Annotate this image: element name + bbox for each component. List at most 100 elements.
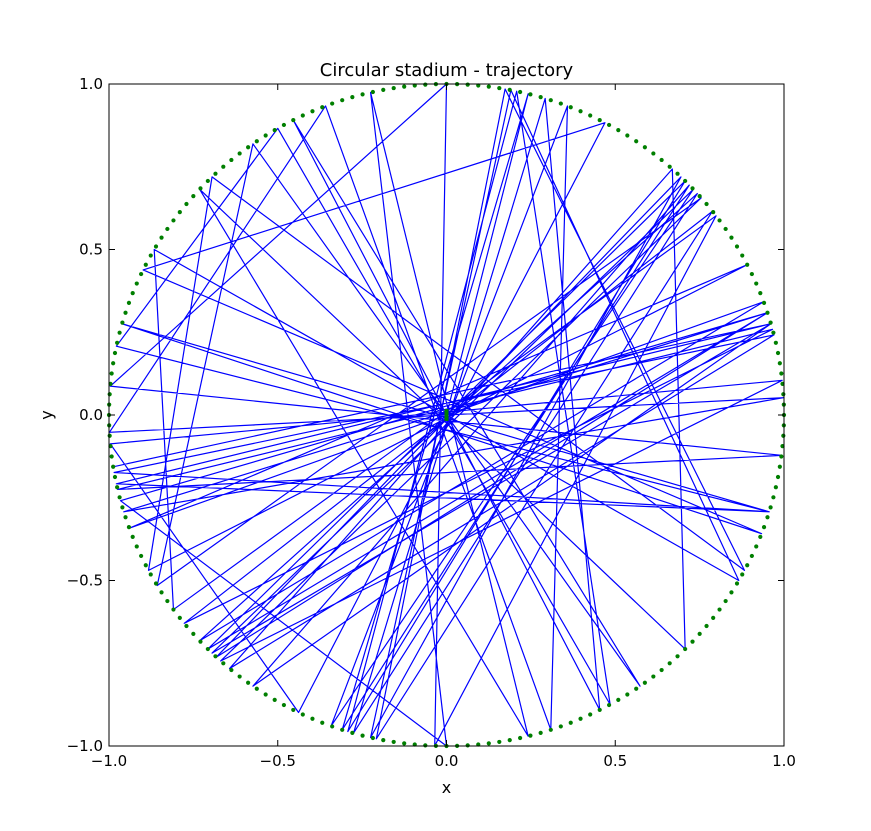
boundary-point — [281, 122, 287, 128]
boundary-point — [558, 724, 563, 729]
boundary-point — [723, 226, 728, 232]
boundary-point — [254, 686, 259, 691]
boundary-point — [578, 716, 583, 721]
boundary-point — [291, 707, 296, 713]
boundary-point — [350, 730, 355, 735]
boundary-point — [213, 654, 218, 659]
boundary-point — [221, 661, 226, 666]
boundary-point — [667, 661, 672, 666]
boundary-point — [109, 371, 114, 376]
boundary-point — [310, 716, 315, 721]
boundary-point — [507, 738, 512, 743]
boundary-point — [139, 553, 144, 559]
boundary-point — [486, 741, 491, 746]
boundary-point — [558, 101, 563, 106]
boundary-point — [775, 350, 781, 356]
boundary-point — [659, 667, 664, 673]
boundary-point — [107, 392, 112, 397]
boundary-point — [729, 235, 734, 240]
boundary-point — [606, 702, 612, 708]
boundary-point — [184, 201, 189, 207]
boundary-point — [528, 733, 533, 738]
boundary-point — [109, 454, 114, 459]
boundary-point — [642, 680, 647, 685]
boundary-point — [229, 157, 234, 163]
x-tick-label: 0.5 — [603, 752, 627, 770]
boundary-point — [704, 623, 709, 629]
boundary-point — [198, 186, 203, 191]
boundary-point — [697, 631, 702, 636]
y-tick-label: 0.5 — [79, 241, 103, 259]
boundary-point — [597, 117, 602, 123]
boundary-point — [749, 271, 754, 277]
boundary-point — [381, 738, 386, 743]
boundary-point — [115, 485, 120, 490]
boundary-point — [126, 300, 132, 305]
boundary-point — [465, 743, 470, 748]
boundary-point — [300, 712, 305, 717]
boundary-point — [165, 598, 170, 604]
start-marker — [444, 409, 449, 421]
boundary-point — [497, 85, 502, 91]
boundary-point — [777, 464, 782, 469]
boundary-point — [597, 707, 602, 713]
boundary-point — [120, 320, 125, 325]
boundary-point — [291, 117, 296, 123]
x-tick-label: 1.0 — [772, 752, 796, 770]
boundary-point — [281, 702, 287, 708]
boundary-point — [391, 739, 396, 745]
boundary-point — [518, 89, 523, 95]
boundary-point — [134, 281, 139, 286]
boundary-point — [165, 226, 170, 232]
boundary-point — [642, 145, 647, 150]
boundary-point — [148, 572, 153, 577]
boundary-point — [111, 361, 116, 366]
boundary-point — [177, 210, 182, 215]
boundary-point — [198, 639, 203, 644]
boundary-point — [765, 515, 770, 520]
boundary-point — [729, 590, 734, 595]
x-tick-label: −1.0 — [91, 752, 127, 770]
boundary-point — [246, 145, 251, 150]
boundary-point — [538, 730, 543, 735]
boundary-point — [675, 171, 680, 176]
boundary-point — [781, 392, 786, 397]
boundary-point — [749, 553, 754, 559]
y-tick-label: −1.0 — [67, 737, 103, 755]
x-tick-label: 0.0 — [435, 752, 459, 770]
boundary-point — [402, 741, 407, 746]
boundary-point — [330, 724, 335, 729]
boundary-point — [745, 262, 750, 267]
boundary-point — [153, 581, 159, 586]
boundary-point — [588, 712, 593, 717]
boundary-point — [497, 739, 502, 745]
boundary-point — [781, 433, 786, 438]
boundary-point — [697, 194, 702, 199]
boundary-point — [771, 495, 776, 500]
boundary-point — [717, 607, 722, 612]
boundary-point — [159, 235, 164, 240]
boundary-point — [548, 727, 553, 732]
boundary-point — [651, 151, 656, 156]
boundary-point — [115, 340, 120, 345]
boundary-point — [761, 300, 767, 305]
y-axis-label: y — [37, 410, 56, 419]
chart-title: Circular stadium - trajectory — [320, 60, 574, 81]
boundary-point — [740, 253, 745, 258]
boundary-point — [205, 646, 210, 652]
boundary-point — [765, 310, 770, 315]
boundary-point — [777, 361, 782, 366]
x-axis-label: x — [442, 778, 451, 797]
boundary-point — [237, 151, 242, 156]
boundary-point — [507, 87, 512, 92]
boundary-point — [754, 281, 759, 286]
boundary-point — [465, 82, 470, 87]
boundary-point — [134, 544, 139, 549]
boundary-point — [171, 218, 176, 223]
boundary-point — [117, 495, 122, 500]
boundary-point — [568, 720, 573, 725]
boundary-point — [754, 544, 759, 549]
boundary-point — [263, 133, 268, 138]
boundary-point — [711, 615, 716, 620]
